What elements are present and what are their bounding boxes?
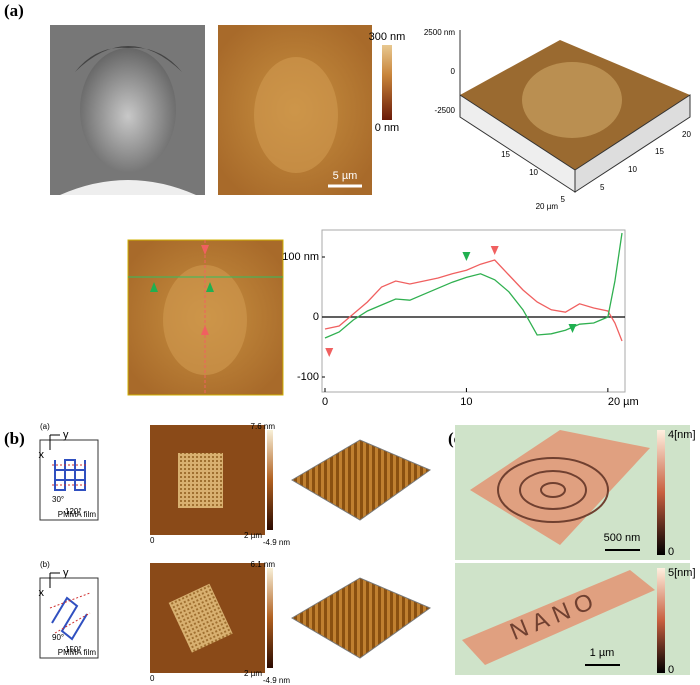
x-tick-label: 10 [460, 396, 472, 408]
panel-label: (a) [4, 1, 24, 20]
surface-3d [291, 577, 432, 659]
profile-curve [324, 259, 623, 342]
photo-shirt [60, 180, 196, 195]
y-tick-label: 5 [561, 195, 566, 204]
x-tick-label: 5 [600, 183, 605, 192]
ring [519, 470, 587, 510]
pattern [168, 583, 233, 653]
marker [490, 246, 499, 255]
colorbar-max: 5[nm] [668, 567, 696, 579]
x-tick-label: 0 [322, 396, 328, 408]
film-label: PMMA film [58, 510, 97, 519]
marker [201, 245, 209, 255]
scan-path [54, 459, 86, 491]
surface-3d [291, 439, 432, 521]
x-tick-label: 15 [655, 147, 664, 156]
scale-bar-label: 1 µm [590, 647, 615, 659]
sublabel: (a) [40, 422, 50, 431]
marker [201, 325, 209, 335]
pattern [178, 453, 223, 508]
photo-face [80, 48, 176, 172]
film-label: PMMA film [58, 648, 97, 657]
colorbar-max: 300 nm [369, 31, 406, 43]
axis-label: x [39, 587, 45, 599]
colorbar [657, 568, 665, 673]
colorbar-min: -4.9 nm [263, 676, 290, 685]
colorbar [267, 430, 273, 530]
y-tick-label: 100 nm [282, 251, 319, 263]
ring [497, 457, 609, 523]
angle-label: 120° [65, 507, 82, 516]
colorbar-min: 0 [668, 546, 674, 558]
surface [462, 570, 655, 665]
axis-label: y [63, 429, 69, 441]
axis-label: x [39, 449, 45, 461]
profile-curve [324, 232, 623, 339]
surface-side [574, 94, 691, 193]
surface [470, 430, 650, 545]
colorbar [382, 45, 392, 120]
ring [540, 482, 566, 498]
scan-path [51, 596, 88, 641]
x-tick-label: 10 [628, 165, 637, 174]
afm-face [254, 57, 338, 173]
scale-bar-label: 5 µm [333, 170, 358, 182]
angle-label: 30° [52, 495, 64, 504]
colorbar-max: 7.6 nm [251, 422, 276, 431]
x-start: 0 [150, 536, 155, 545]
plot-frame [321, 229, 626, 393]
colorbar-min: 0 [668, 664, 674, 676]
colorbar-min: 0 nm [375, 122, 399, 134]
z-tick-label: -2500 [435, 106, 456, 115]
x-start: 0 [150, 674, 155, 683]
marker [462, 252, 471, 261]
colorbar [267, 568, 273, 668]
surface-face [522, 62, 622, 138]
y-tick-label: 10 [529, 168, 538, 177]
marker [568, 324, 577, 333]
x-tick-label: 20 [682, 130, 691, 139]
x-tick-label: 20 µm [608, 396, 639, 408]
z-tick-label: 2500 nm [424, 28, 455, 37]
scan-path [49, 592, 91, 634]
colorbar-max: 6.1 nm [251, 560, 276, 569]
z-tick-label: 0 [451, 67, 456, 76]
angle-label: 150° [65, 645, 82, 654]
angle-label: 90° [52, 633, 64, 642]
panel-label: (b) [4, 429, 25, 448]
y-tick-label: 20 µm [536, 202, 559, 211]
y-tick-label: 0 [313, 311, 319, 323]
axis-label: y [63, 567, 69, 579]
sublabel: (b) [40, 560, 50, 569]
marker [206, 282, 214, 292]
scale-bar-label: 500 nm [604, 532, 641, 544]
x-end: 2 µm [244, 669, 262, 678]
colorbar [657, 430, 665, 555]
y-tick-label: 15 [501, 150, 510, 159]
scan-path [52, 464, 88, 486]
photo-hair [75, 46, 182, 72]
colorbar-max: 4[nm] [668, 429, 696, 441]
profile-plot: 100 nm 0 -100 0 10 20 µm [282, 232, 639, 408]
y-tick-label: -100 [297, 371, 319, 383]
x-end: 2 µm [244, 531, 262, 540]
colorbar-min: -4.9 nm [263, 538, 290, 547]
marker [150, 282, 158, 292]
marker [325, 348, 334, 357]
